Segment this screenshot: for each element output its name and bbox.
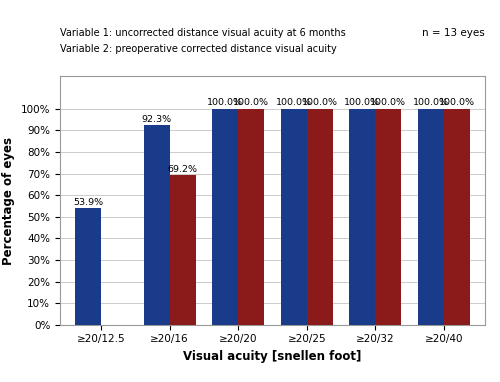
- Text: 92.3%: 92.3%: [142, 115, 172, 124]
- Text: 100.0%: 100.0%: [234, 98, 269, 107]
- Text: 100.0%: 100.0%: [207, 98, 243, 107]
- Text: 100.0%: 100.0%: [302, 98, 338, 107]
- Y-axis label: Percentage of eyes: Percentage of eyes: [2, 136, 15, 265]
- Text: 100.0%: 100.0%: [344, 98, 380, 107]
- Bar: [75, 208, 101, 325]
- Text: 100.0%: 100.0%: [276, 98, 312, 107]
- Bar: [350, 109, 376, 325]
- Text: 100.0%: 100.0%: [439, 98, 475, 107]
- Text: 53.9%: 53.9%: [73, 197, 103, 207]
- Text: 100.0%: 100.0%: [413, 98, 449, 107]
- Bar: [280, 109, 307, 325]
- Bar: [144, 125, 170, 325]
- X-axis label: Visual acuity [snellen foot]: Visual acuity [snellen foot]: [184, 350, 362, 363]
- Bar: [238, 109, 264, 325]
- Bar: [444, 109, 470, 325]
- Text: 69.2%: 69.2%: [168, 165, 198, 173]
- Bar: [418, 109, 444, 325]
- Text: Variable 2: preoperative corrected distance visual acuity: Variable 2: preoperative corrected dista…: [60, 44, 337, 54]
- Text: Variable 1: uncorrected distance visual acuity at 6 months: Variable 1: uncorrected distance visual …: [60, 28, 346, 37]
- Bar: [376, 109, 402, 325]
- Text: n = 13 eyes: n = 13 eyes: [422, 28, 485, 37]
- Bar: [212, 109, 238, 325]
- Bar: [307, 109, 333, 325]
- Bar: [170, 175, 196, 325]
- Text: 100.0%: 100.0%: [370, 98, 406, 107]
